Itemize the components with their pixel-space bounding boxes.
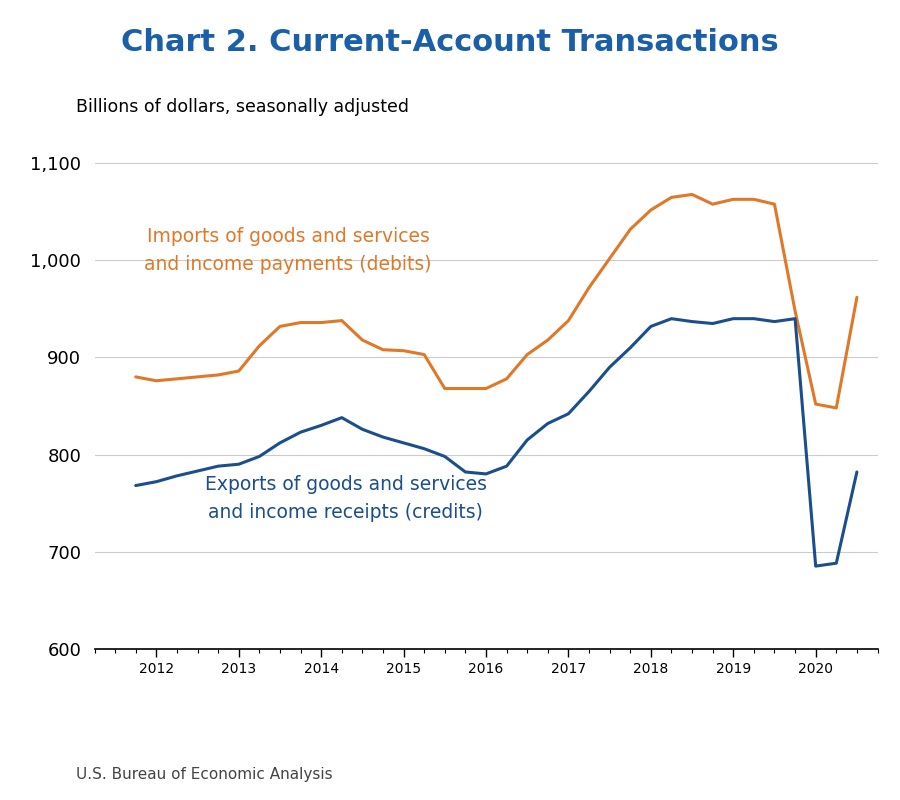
Text: Exports of goods and services
and income receipts (credits): Exports of goods and services and income… bbox=[205, 474, 487, 522]
Text: U.S. Bureau of Economic Analysis: U.S. Bureau of Economic Analysis bbox=[76, 767, 333, 782]
Text: Billions of dollars, seasonally adjusted: Billions of dollars, seasonally adjusted bbox=[76, 98, 410, 115]
Text: Chart 2. Current-Account Transactions: Chart 2. Current-Account Transactions bbox=[122, 28, 778, 57]
Text: Imports of goods and services
and income payments (debits): Imports of goods and services and income… bbox=[144, 227, 432, 274]
